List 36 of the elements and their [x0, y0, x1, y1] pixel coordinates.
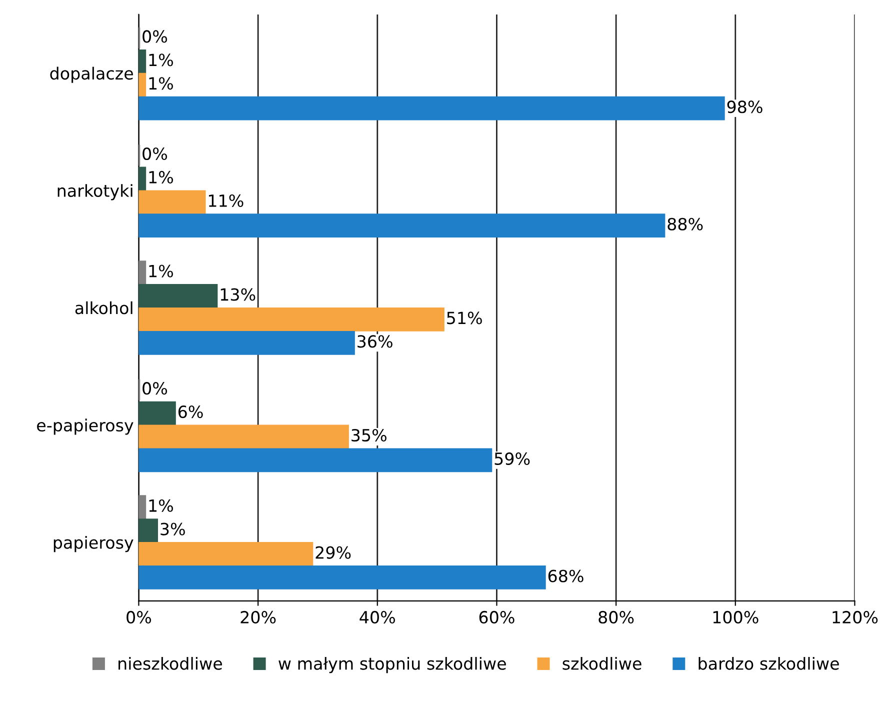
data-label: 36%: [358, 335, 392, 348]
x-tick-label: 120%: [832, 610, 878, 624]
legend-label: nieszkodliwe: [118, 656, 222, 670]
x-tick-label: 20%: [240, 610, 276, 624]
data-label: 1%: [149, 77, 173, 90]
data-label: 0%: [142, 147, 168, 160]
x-tick-label: 80%: [598, 610, 634, 624]
data-label: 29%: [316, 546, 351, 559]
y-tick-label: e-papierosy: [37, 418, 134, 435]
x-tick-label: 40%: [360, 610, 395, 624]
y-tick-label: narkotyki: [58, 184, 132, 200]
data-label: 0%: [142, 382, 168, 395]
data-label: 1%: [149, 264, 173, 278]
data-label: 68%: [548, 570, 584, 582]
data-label: 3%: [160, 522, 185, 536]
data-label: 1%: [149, 499, 173, 512]
data-label: 0%: [142, 30, 168, 43]
legend-label: bardzo szkodliwe: [698, 656, 839, 670]
data-label: 98%: [727, 100, 762, 114]
x-tick-label: 100%: [713, 610, 758, 624]
data-label: 51%: [447, 312, 482, 324]
data-label: 35%: [352, 428, 386, 442]
y-tick-label: papierosy: [54, 536, 134, 552]
legend-label: szkodliwe: [562, 656, 642, 670]
y-tick-label: alkohol: [75, 301, 132, 314]
data-label: 6%: [178, 405, 203, 418]
data-label: 59%: [494, 452, 530, 466]
data-label: 88%: [668, 218, 703, 230]
data-label: 1%: [149, 170, 173, 184]
data-label: 1%: [149, 54, 173, 66]
x-tick-label: 60%: [479, 610, 514, 624]
x-tick-label: 0%: [126, 610, 152, 624]
legend-label: w małym stopniu szkodliwe: [278, 656, 506, 674]
y-tick-label: dopalacze: [50, 66, 133, 83]
data-label: 13%: [220, 288, 256, 301]
data-label: 11%: [208, 194, 244, 207]
